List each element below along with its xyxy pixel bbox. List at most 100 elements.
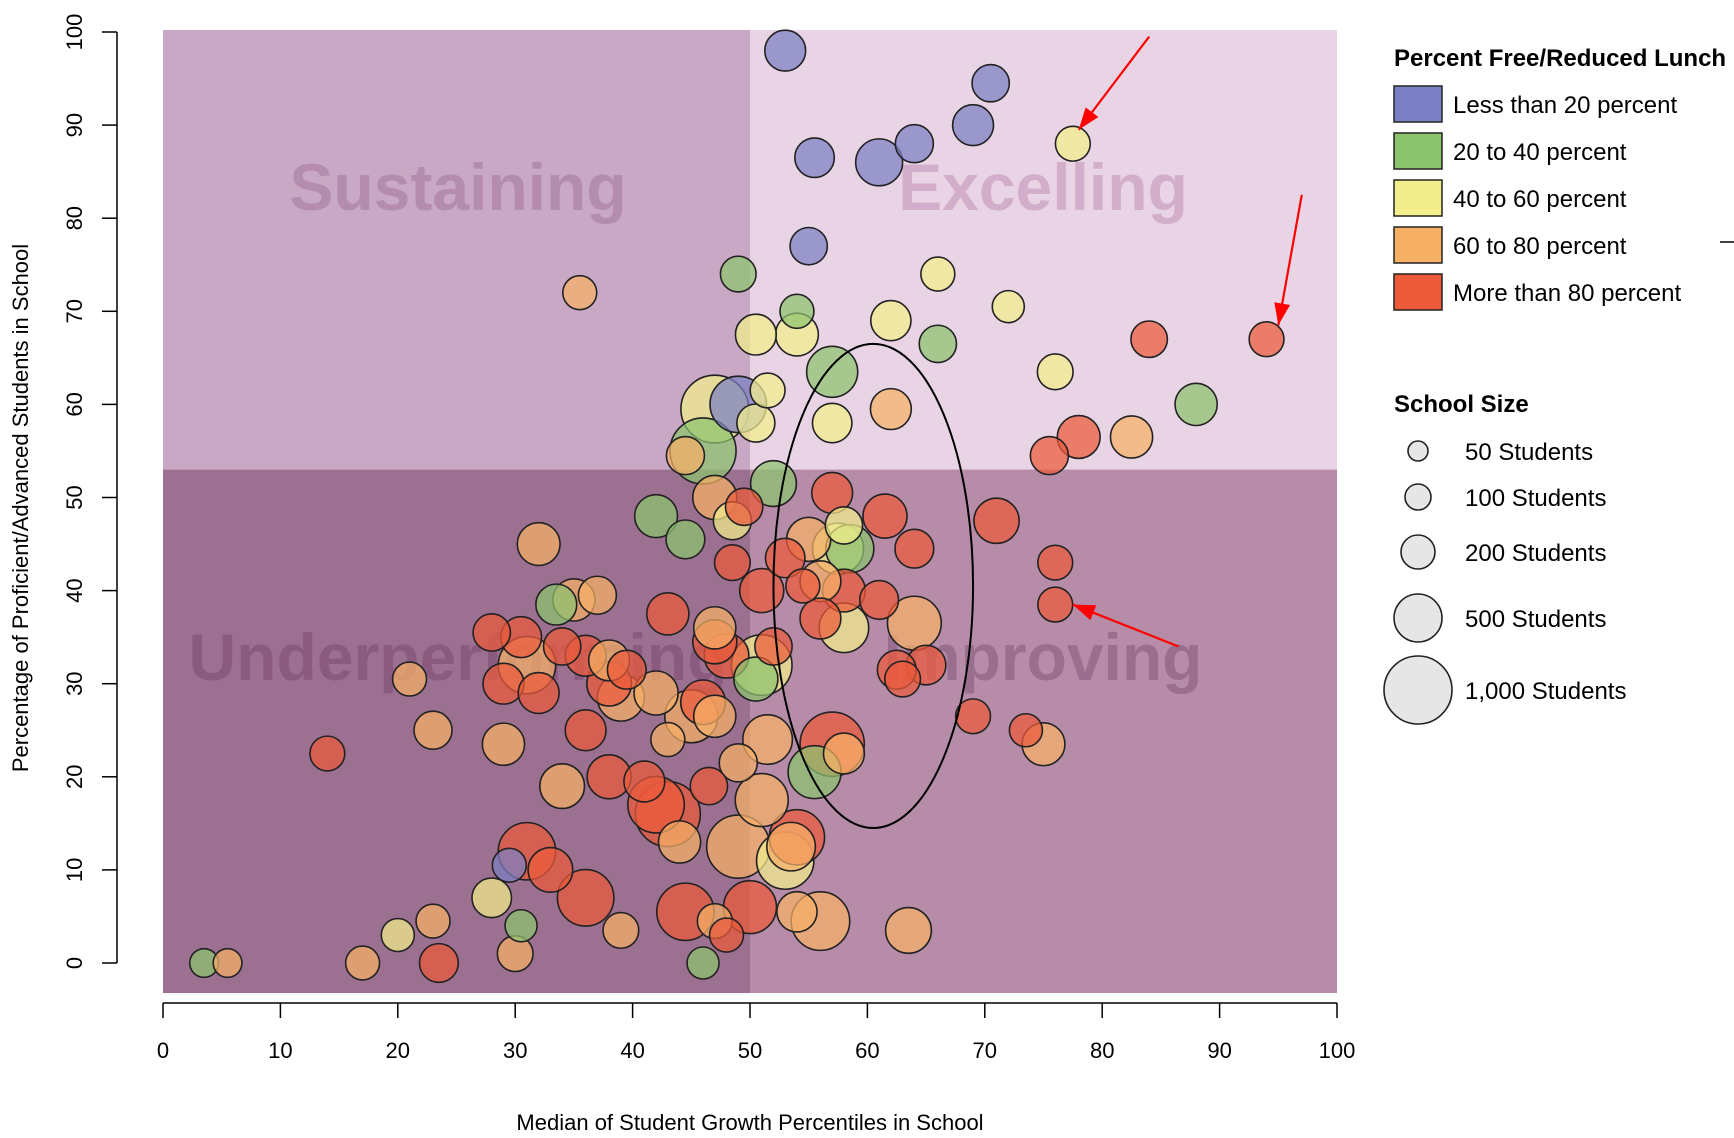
data-point (763, 29, 807, 72)
data-point (799, 597, 842, 640)
data-point (719, 255, 757, 293)
data-point (824, 505, 864, 545)
data-point (951, 103, 995, 147)
data-point (854, 138, 904, 187)
quadrant-top-right (750, 30, 1337, 470)
legend-swatch (1393, 85, 1443, 123)
data-point (708, 917, 745, 953)
data-point (481, 722, 526, 767)
data-point (562, 274, 598, 311)
data-point (516, 521, 561, 567)
data-point (1037, 544, 1074, 581)
data-point (734, 313, 778, 356)
data-point (606, 649, 647, 690)
size-legend-circle (1400, 534, 1436, 570)
data-point (805, 345, 859, 399)
y-tick-label: 50 (62, 485, 87, 509)
data-point (718, 743, 759, 783)
legend-swatch (1393, 132, 1443, 170)
data-point (920, 256, 956, 292)
data-point (564, 709, 607, 752)
x-axis-title: Median of Student Growth Percentiles in … (516, 1110, 983, 1135)
x-tick-label: 10 (268, 1038, 292, 1063)
data-point (1174, 382, 1219, 427)
data-point (794, 137, 836, 179)
quadrant-label-top-left: Sustaining (289, 150, 626, 224)
y-tick-label: 0 (62, 957, 87, 969)
data-point (811, 402, 853, 444)
data-point (869, 387, 913, 431)
color-legend-title: Percent Free/Reduced Lunch (1394, 45, 1726, 72)
data-point (779, 293, 815, 330)
data-point (692, 605, 737, 650)
data-point (883, 660, 922, 698)
data-point (869, 299, 912, 342)
data-point (686, 946, 720, 980)
data-point (504, 908, 538, 943)
data-point (785, 568, 821, 604)
data-point (776, 890, 818, 933)
data-point (415, 903, 451, 939)
y-tick-label: 90 (62, 113, 87, 137)
data-point (991, 289, 1026, 324)
data-point (633, 670, 679, 716)
size-legend-label: 200 Students (1465, 540, 1606, 567)
data-point (527, 846, 574, 894)
x-tick-label: 100 (1319, 1038, 1356, 1063)
data-point (1029, 435, 1070, 476)
x-tick-label: 30 (503, 1038, 527, 1063)
data-point (542, 627, 582, 666)
data-point (733, 656, 779, 702)
data-point (858, 579, 900, 621)
data-point (657, 820, 702, 864)
size-legend-title: School Size (1394, 391, 1529, 418)
data-point (736, 403, 776, 443)
arrow-head (1274, 302, 1291, 326)
data-point (749, 372, 786, 409)
y-axis-title: Percentage of Proficient/Advanced Studen… (8, 244, 33, 772)
x-tick-label: 70 (973, 1038, 997, 1063)
data-point (472, 613, 512, 652)
size-legend-label: 500 Students (1465, 606, 1606, 633)
y-tick-label: 80 (62, 206, 87, 230)
data-point (1130, 320, 1169, 359)
data-point (724, 487, 764, 527)
x-tick-label: 60 (855, 1038, 879, 1063)
data-point (602, 911, 640, 950)
size-legend-label: 1,000 Students (1465, 678, 1626, 705)
data-point (973, 497, 1020, 545)
arrow-head (1078, 107, 1099, 130)
data-point (954, 698, 992, 735)
y-tick-label: 70 (62, 299, 87, 323)
data-point (491, 847, 528, 884)
data-point (742, 713, 794, 766)
data-point (1036, 353, 1074, 391)
y-tick-label: 40 (62, 578, 87, 602)
data-point (894, 123, 935, 164)
size-legend-circle (1383, 655, 1453, 725)
data-point (645, 591, 690, 636)
data-point (971, 63, 1011, 103)
data-point (1008, 712, 1044, 748)
data-point (418, 942, 460, 984)
legend-label: Less than 20 percent (1453, 92, 1677, 119)
data-point (884, 906, 933, 955)
highlight-ellipse (772, 342, 975, 830)
arrow-head (1072, 604, 1097, 621)
x-tick-label: 20 (386, 1038, 410, 1063)
legend-label: More than 80 percent (1453, 280, 1681, 307)
data-point (212, 947, 243, 979)
size-legend-label: 100 Students (1465, 485, 1606, 512)
legend-label: 40 to 60 percent (1453, 186, 1627, 213)
data-point (665, 435, 706, 476)
data-point (577, 575, 618, 616)
data-point (789, 226, 829, 266)
data-point (650, 721, 686, 758)
data-point (471, 877, 513, 919)
data-point (556, 868, 615, 927)
data-point (713, 544, 752, 582)
y-tick-label: 10 (62, 858, 87, 882)
data-point (862, 493, 908, 539)
legend-label: 20 to 40 percent (1453, 139, 1627, 166)
